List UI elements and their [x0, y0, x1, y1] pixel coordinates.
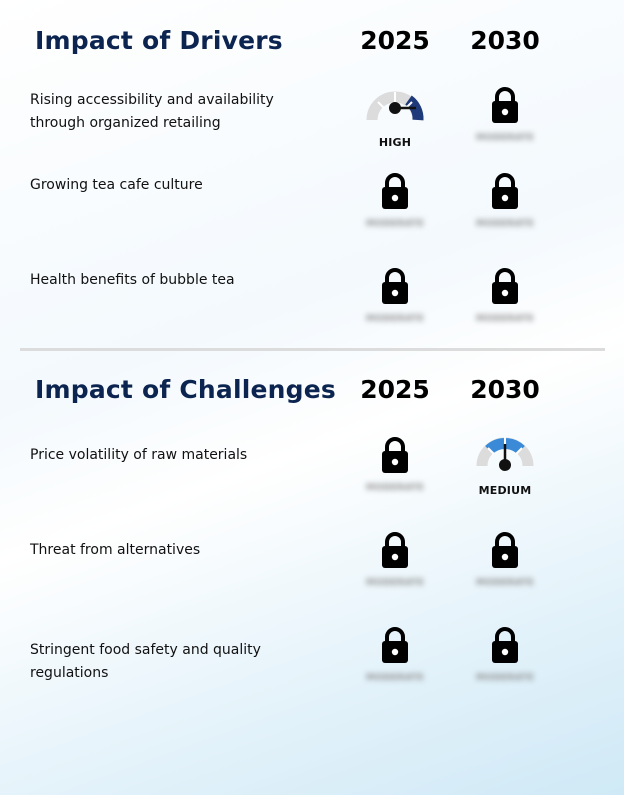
drivers-year-2025-header: 2025 [360, 26, 430, 55]
driver-2-2025-locked[interactable]: MODERATE [350, 267, 440, 347]
blurred-level: MODERATE [365, 578, 425, 588]
challenge-0-2025-locked[interactable]: MODERATE [350, 436, 440, 516]
driver-row-label: Growing tea cafe culture [30, 177, 203, 193]
driver-row-label: Health benefits of bubble tea [30, 272, 235, 288]
gauge-level-label: HIGH [378, 136, 412, 149]
driver-2-2030-locked[interactable]: MODERATE [460, 267, 550, 347]
blurred-level: MODERATE [475, 219, 535, 229]
lock-icon [382, 437, 408, 473]
challenge-0-2030-gauge: MEDIUM [460, 428, 550, 508]
challenges-year-2025-header: 2025 [360, 375, 430, 404]
drivers-year-2030-header: 2030 [470, 26, 540, 55]
lock-icon [382, 532, 408, 568]
blurred-level: MODERATE [475, 133, 535, 143]
lock-icon [382, 173, 408, 209]
blurred-level: MODERATE [475, 578, 535, 588]
challenge-row-label: Threat from alternatives [30, 542, 201, 558]
challenges-title: Impact of Challenges [35, 375, 336, 404]
blurred-level: MODERATE [475, 673, 535, 683]
blurred-level: MODERATE [365, 314, 425, 324]
blurred-level: MODERATE [475, 314, 535, 324]
driver-1-2025-locked[interactable]: MODERATE [350, 172, 440, 252]
lock-icon [492, 268, 518, 304]
lock-icon [382, 268, 408, 304]
blurred-level: MODERATE [365, 483, 425, 493]
gauge-level-label: MEDIUM [478, 484, 532, 497]
drivers-title: Impact of Drivers [35, 26, 283, 55]
section-divider [20, 348, 605, 351]
driver-0-2030-locked[interactable]: MODERATE [460, 86, 550, 166]
blurred-level: MODERATE [365, 673, 425, 683]
driver-row-label: Rising accessibility and availability th… [30, 92, 274, 131]
blurred-level: MODERATE [365, 219, 425, 229]
challenge-2-2025-locked[interactable]: MODERATE [350, 626, 440, 706]
challenges-year-2030-header: 2030 [470, 375, 540, 404]
challenge-1-2030-locked[interactable]: MODERATE [460, 531, 550, 611]
challenge-row-label: Stringent food safety and quality regula… [30, 642, 261, 681]
challenge-2-2030-locked[interactable]: MODERATE [460, 626, 550, 706]
lock-icon [492, 87, 518, 123]
challenge-1-2025-locked[interactable]: MODERATE [350, 531, 440, 611]
gauge-medium-icon [476, 437, 534, 471]
gauge-high-icon [366, 91, 424, 121]
challenge-row-label: Price volatility of raw materials [30, 447, 248, 463]
driver-0-2025-gauge: HIGH [350, 80, 440, 160]
lock-icon [492, 532, 518, 568]
driver-1-2030-locked[interactable]: MODERATE [460, 172, 550, 252]
lock-icon [492, 173, 518, 209]
lock-icon [382, 627, 408, 663]
lock-icon [492, 627, 518, 663]
